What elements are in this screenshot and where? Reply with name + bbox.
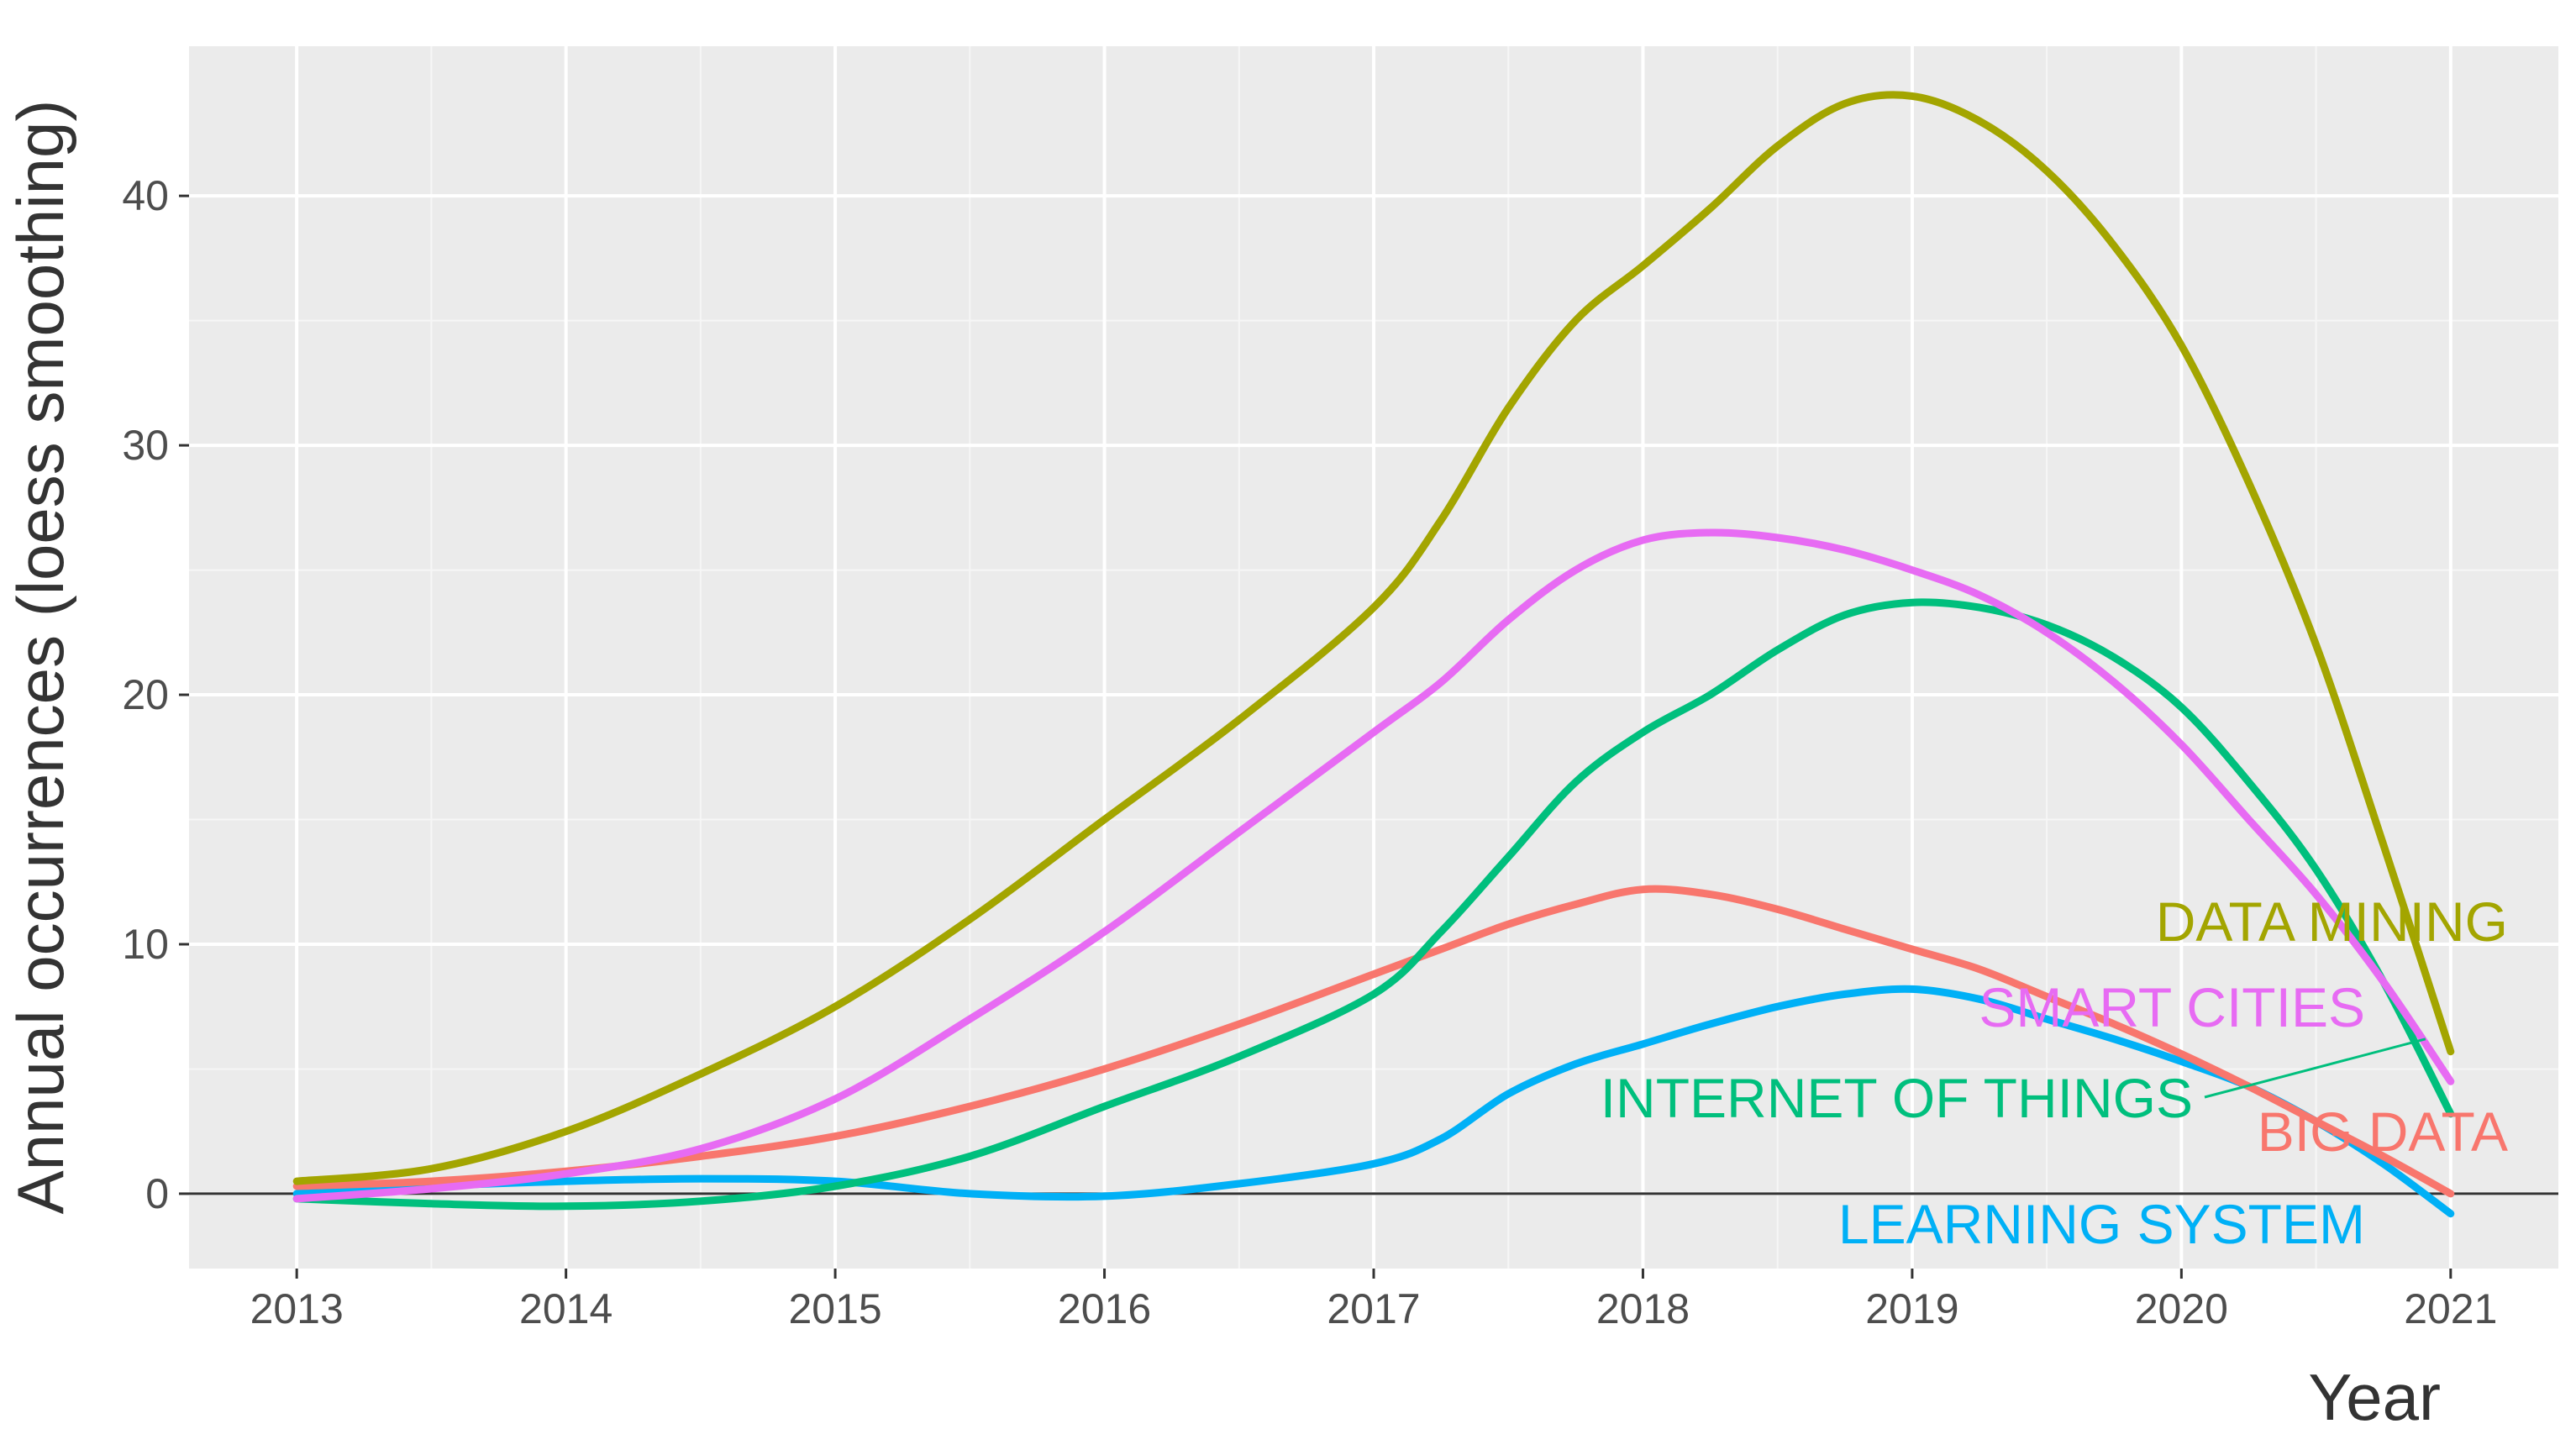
series-label-data-mining: DATA MINING bbox=[2156, 890, 2508, 953]
x-tick-label-2021: 2021 bbox=[2404, 1285, 2497, 1332]
x-tick-label-2016: 2016 bbox=[1058, 1285, 1151, 1332]
label-leader-lines bbox=[2204, 1038, 2426, 1099]
series-line-big-data bbox=[292, 885, 2455, 1198]
series-labels: DATA MINING SMART CITIES INTERNET OF THING… bbox=[1601, 890, 2508, 1255]
y-tick-label-40: 40 bbox=[122, 172, 169, 219]
label-leader-internet-of-things bbox=[2204, 1038, 2426, 1099]
series-lines bbox=[292, 91, 2455, 1218]
x-tick-label-2018: 2018 bbox=[1596, 1285, 1690, 1332]
series-label-big-data: BIG DATA bbox=[2258, 1101, 2508, 1163]
y-tick-label-10: 10 bbox=[122, 921, 169, 968]
y-axis-ticks: 0 10 20 30 40 bbox=[122, 172, 189, 1217]
x-tick-label-2014: 2014 bbox=[519, 1285, 612, 1332]
x-axis-title: Year bbox=[2308, 1360, 2441, 1434]
x-tick-label-2019: 2019 bbox=[1865, 1285, 1958, 1332]
series-label-internet-of-things: INTERNET OF THINGS bbox=[1601, 1067, 2193, 1129]
series-line-learning-system bbox=[292, 985, 2455, 1218]
y-axis-title: Annual occurrences (loess smoothing) bbox=[3, 100, 77, 1215]
x-tick-label-2017: 2017 bbox=[1327, 1285, 1420, 1332]
x-tick-label-2013: 2013 bbox=[250, 1285, 344, 1332]
y-tick-label-30: 30 bbox=[122, 422, 169, 469]
x-tick-label-2020: 2020 bbox=[2135, 1285, 2228, 1332]
series-line-smart-cities bbox=[292, 528, 2455, 1203]
series-line-data-mining bbox=[292, 91, 2455, 1185]
y-tick-label-0: 0 bbox=[145, 1170, 169, 1217]
y-tick-label-20: 20 bbox=[122, 671, 169, 718]
series-label-smart-cities: SMART CITIES bbox=[1979, 976, 2365, 1038]
x-axis-ticks: 2013 2014 2015 2016 2017 2018 2019 2020 2021 bbox=[250, 1269, 2497, 1332]
series-line-internet-of-things bbox=[292, 598, 2455, 1211]
x-tick-label-2015: 2015 bbox=[788, 1285, 881, 1332]
series-label-learning-system: LEARNING SYSTEM bbox=[1838, 1193, 2365, 1255]
